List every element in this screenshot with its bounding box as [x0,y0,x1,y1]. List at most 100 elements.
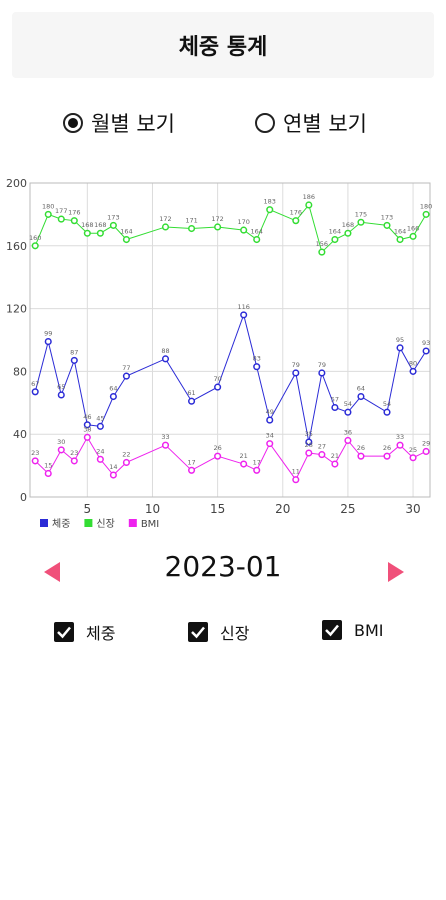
plot-frame [29,182,431,498]
value-label: 64 [109,385,117,393]
data-point [214,383,222,391]
data-point [318,369,326,377]
chart: 0 40 80 120 160 200 5 10 15 20 25 30 67 99 65 87 46 45 64 7… [6,177,432,530]
value-label: 54 [344,400,352,408]
data-point [253,363,261,371]
next-month[interactable] [386,560,406,584]
data-point [83,229,91,237]
value-label: 166 [407,224,419,232]
value-label: 26 [357,444,365,452]
check-label: 신장 [220,624,250,643]
radio-option[interactable]: 연별 보기 [255,108,367,138]
data-point [31,388,39,396]
value-label: 168 [94,221,106,229]
data-point [292,369,300,377]
checkbox[interactable]: 신장 [188,620,249,644]
value-label: 38 [83,425,91,433]
prev-month[interactable] [42,560,62,584]
data-point [305,449,313,457]
value-label: 61 [187,389,195,397]
data-point [31,457,39,465]
y-tick-label: 40 [13,428,27,441]
value-label: 164 [250,228,262,236]
data-point [357,392,365,401]
data-point [122,458,130,467]
data-point [331,235,339,244]
data-point [305,201,313,209]
value-label: 23 [31,449,39,457]
data-point [83,433,91,441]
data-point [188,466,196,474]
data-point [122,372,130,380]
value-label: 175 [355,210,367,218]
data-point [344,408,352,416]
data-point [292,217,300,225]
value-label: 17 [187,458,195,466]
data-point [383,408,391,416]
data-point [409,454,417,462]
value-label: 176 [68,209,80,217]
data-point [31,242,39,250]
x-tick-label: 30 [405,502,420,516]
value-label: 93 [422,339,430,347]
data-point [409,367,417,375]
value-label: 173 [107,213,119,221]
value-label: 79 [318,361,326,369]
x-tick-label: 20 [275,502,290,516]
value-label: 180 [420,202,432,210]
value-label: 170 [237,218,249,226]
data-point [331,460,339,468]
radio-option[interactable]: 월별 보기 [63,108,175,138]
value-label: 168 [342,221,354,229]
value-label: 21 [240,452,248,460]
data-point [122,235,130,244]
x-tick-label: 10 [145,502,160,516]
value-label: 172 [211,215,223,223]
value-label: 168 [81,221,93,229]
radio-label: 월별 보기 [91,112,175,136]
value-label: 77 [122,364,130,372]
value-label: 33 [161,433,169,441]
value-label: 30 [57,438,65,446]
data-point [305,438,313,446]
value-label: 17 [253,458,261,466]
month-label: 2023-01 [164,550,282,583]
data-point [96,229,104,237]
legend-label: 신장 [96,518,114,530]
data-point [109,392,117,401]
data-point [70,217,78,225]
x-tick-label: 15 [210,502,225,516]
value-label: 29 [422,439,430,447]
data-point [422,347,430,355]
value-label: 64 [357,385,365,393]
value-label: 27 [318,443,326,451]
data-point [357,452,365,460]
value-label: 24 [96,447,104,455]
data-point [96,455,104,463]
data-point [318,248,326,256]
value-label: 172 [159,215,171,223]
data-point [57,215,65,223]
value-label: 46 [83,413,91,421]
value-label: 35 [305,430,313,438]
legend-label: BMI [141,519,159,530]
check-mark [57,626,71,639]
y-tick-label: 120 [6,303,27,316]
check-label: BMI [354,620,384,640]
y-tick-label: 80 [13,365,27,378]
radio-circle [63,113,83,133]
checkbox[interactable]: 체중 [54,620,115,644]
check-mark [325,624,339,637]
y-tick-label: 0 [20,491,27,504]
value-label: 83 [253,355,261,363]
value-label: 22 [122,450,130,458]
data-point [57,446,65,454]
data-point [44,469,52,478]
data-point [161,223,170,231]
data-point [57,391,65,399]
value-label: 116 [237,303,249,311]
legend-swatch [40,519,48,527]
checkbox[interactable]: BMI [322,620,384,640]
radio-circle [255,113,275,133]
value-label: 156 [316,240,328,248]
